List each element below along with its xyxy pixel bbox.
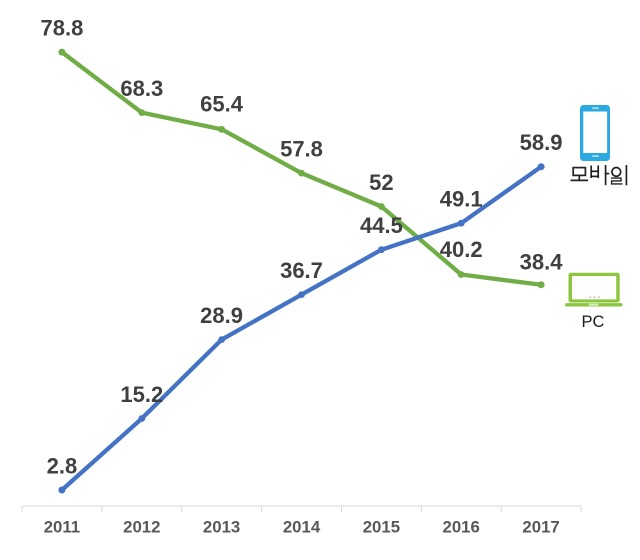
svg-text:49.1: 49.1 <box>440 187 483 212</box>
svg-text:2014: 2014 <box>283 518 321 537</box>
svg-text:2016: 2016 <box>443 518 480 537</box>
svg-text:2012: 2012 <box>123 518 160 537</box>
svg-text:2011: 2011 <box>44 518 80 537</box>
svg-text:40.2: 40.2 <box>440 237 483 262</box>
svg-text:58.9: 58.9 <box>520 130 563 155</box>
svg-text:PC: PC <box>582 313 605 331</box>
svg-text:38.4: 38.4 <box>520 250 564 275</box>
svg-text:15.2: 15.2 <box>120 382 163 407</box>
svg-text:78.8: 78.8 <box>40 16 83 41</box>
svg-text:2017: 2017 <box>522 518 559 537</box>
svg-text:2013: 2013 <box>203 518 240 537</box>
svg-text:68.3: 68.3 <box>120 76 163 101</box>
svg-text:44.5: 44.5 <box>360 213 403 238</box>
svg-text:57.8: 57.8 <box>280 137 323 162</box>
svg-text:2.8: 2.8 <box>47 454 78 479</box>
svg-text:2015: 2015 <box>363 518 400 537</box>
svg-text:28.9: 28.9 <box>200 303 243 328</box>
svg-text:52: 52 <box>369 170 393 195</box>
svg-text:36.7: 36.7 <box>280 258 323 283</box>
svg-text:65.4: 65.4 <box>200 92 244 117</box>
